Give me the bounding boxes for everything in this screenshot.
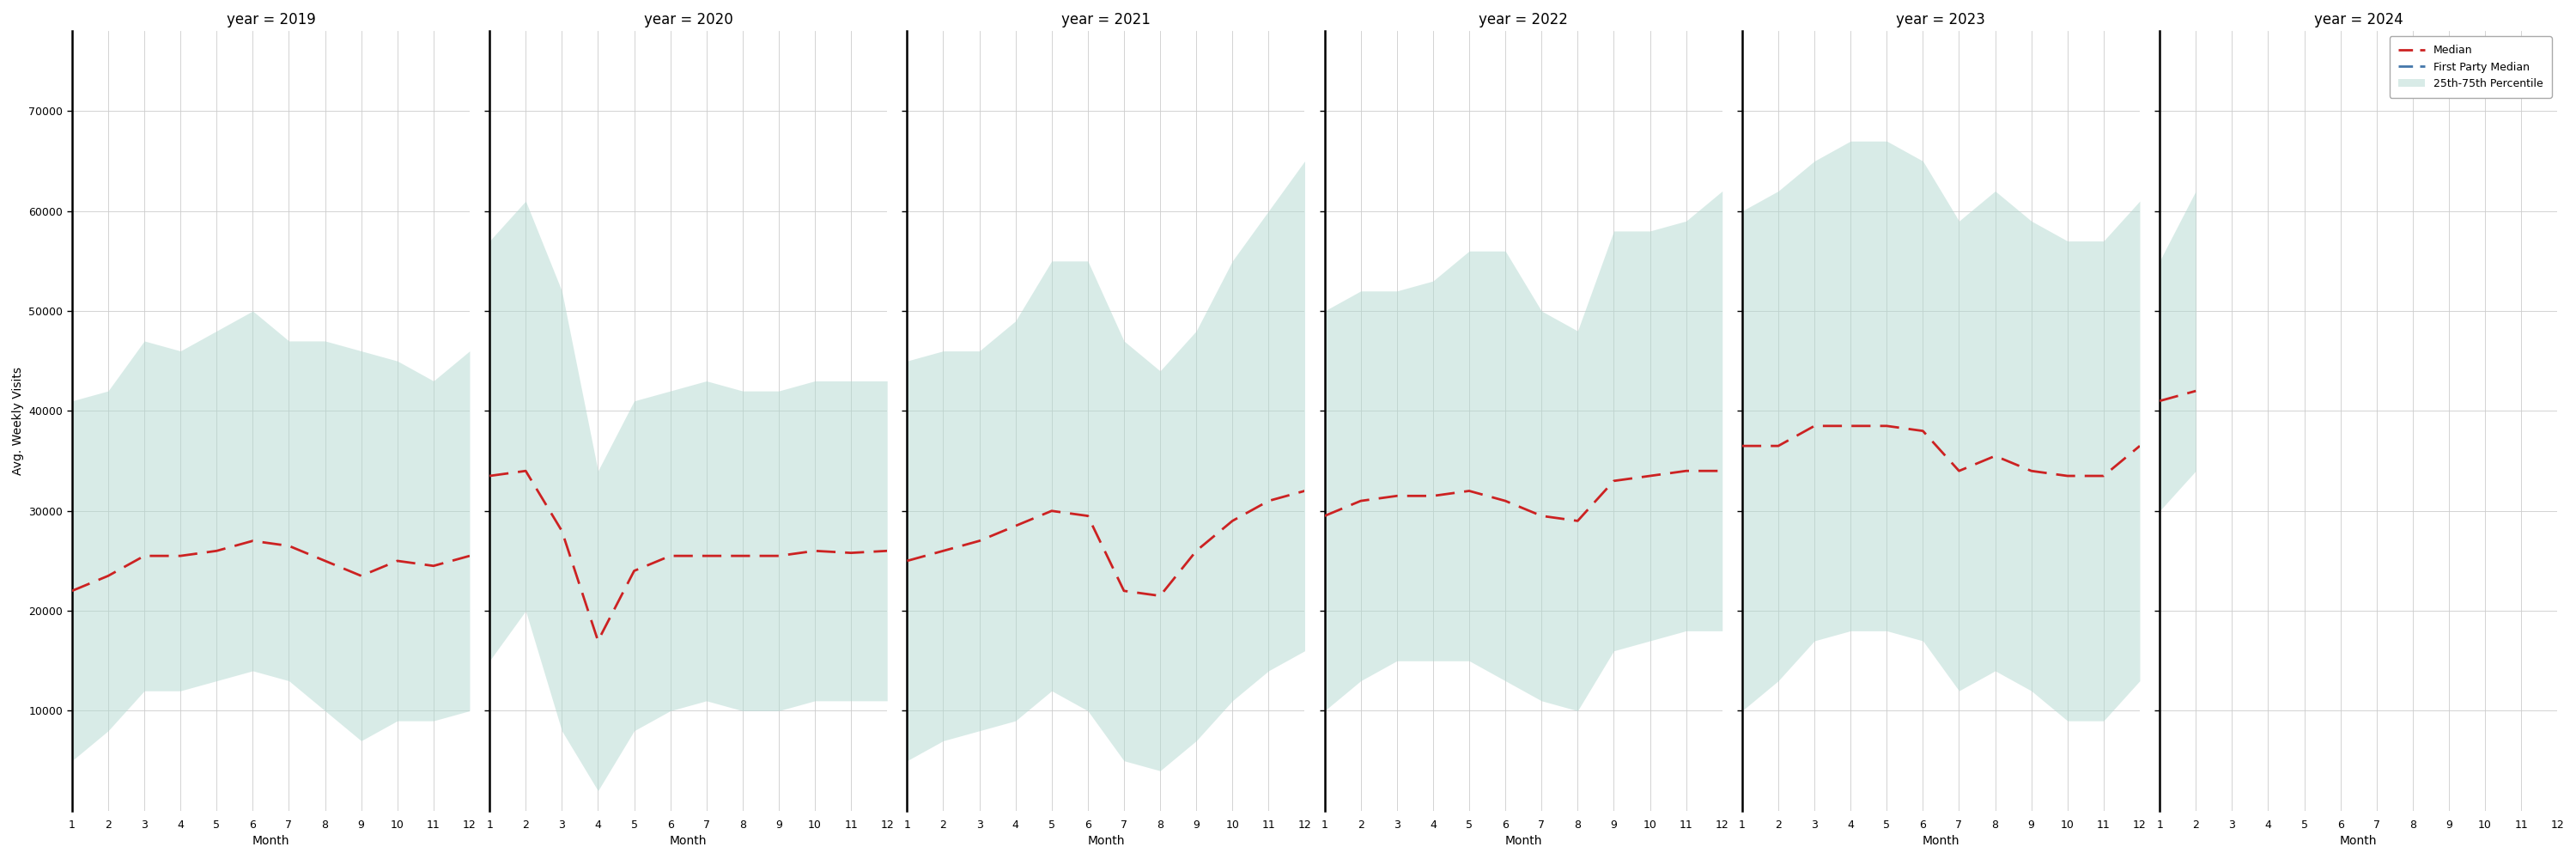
Title: year = 2023: year = 2023 xyxy=(1896,12,1986,27)
Title: year = 2020: year = 2020 xyxy=(644,12,734,27)
X-axis label: Month: Month xyxy=(1922,835,1960,847)
Title: year = 2024: year = 2024 xyxy=(2313,12,2403,27)
Title: year = 2022: year = 2022 xyxy=(1479,12,1569,27)
X-axis label: Month: Month xyxy=(670,835,706,847)
Title: year = 2021: year = 2021 xyxy=(1061,12,1151,27)
X-axis label: Month: Month xyxy=(252,835,289,847)
Legend: Median, First Party Median, 25th-75th Percentile: Median, First Party Median, 25th-75th Pe… xyxy=(2391,36,2553,98)
X-axis label: Month: Month xyxy=(1504,835,1543,847)
Y-axis label: Avg. Weekly Visits: Avg. Weekly Visits xyxy=(13,367,23,475)
Title: year = 2019: year = 2019 xyxy=(227,12,314,27)
X-axis label: Month: Month xyxy=(1087,835,1126,847)
X-axis label: Month: Month xyxy=(2339,835,2378,847)
